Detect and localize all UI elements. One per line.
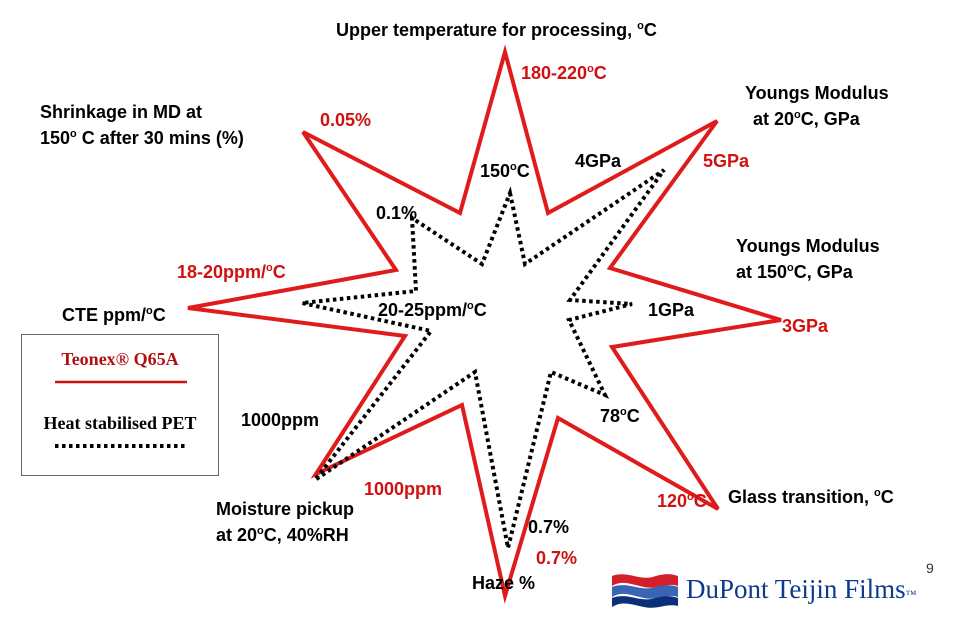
pet-star-outline bbox=[301, 168, 666, 549]
legend-pet-label: Heat stabilised PET bbox=[43, 413, 197, 433]
teonex-value-cte: 18-20ppm/oC bbox=[177, 262, 286, 282]
axis-label-moisture-pickup: Moisture pickup at 20oC, 40%RH bbox=[216, 499, 355, 546]
axis-label-cte: CTE ppm/oC bbox=[62, 305, 166, 325]
axis-label-glass-transition: Glass transition, oC bbox=[728, 487, 894, 507]
pet-value-youngs-modulus-150: 1GPa bbox=[648, 300, 695, 320]
legend-pet-line bbox=[55, 444, 187, 448]
teonex-value-moisture-pickup: 1000ppm bbox=[364, 479, 443, 499]
logo-flag-icon bbox=[612, 574, 678, 608]
teonex-value-youngs-modulus-150: 3GPa bbox=[782, 316, 829, 336]
legend-teonex-line bbox=[55, 380, 187, 384]
legend: Teonex® Q65A Heat stabilised PET bbox=[21, 334, 219, 476]
teonex-value-haze: 0.7% bbox=[536, 548, 578, 568]
dupont-teijin-logo: DuPont Teijin Films™ bbox=[610, 570, 920, 610]
teonex-value-shrinkage: 0.05% bbox=[320, 110, 372, 130]
pet-value-haze: 0.7% bbox=[528, 517, 570, 537]
pet-value-upper-temperature: 150oC bbox=[480, 161, 530, 181]
pet-value-shrinkage: 0.1% bbox=[376, 203, 418, 223]
teonex-value-youngs-modulus-20: 5GPa bbox=[703, 151, 750, 171]
axis-label-youngs-modulus-150: Youngs Modulus at 150oC, GPa bbox=[736, 236, 880, 283]
pet-value-glass-transition: 78oC bbox=[600, 406, 640, 426]
axis-label-youngs-modulus-20: Youngs Modulus at 20oC, GPa bbox=[745, 83, 889, 130]
page-number: 9 bbox=[926, 560, 934, 576]
teonex-value-glass-transition: 120oC bbox=[657, 491, 707, 511]
legend-teonex-label: Teonex® Q65A bbox=[61, 349, 179, 369]
axis-label-upper-temperature: Upper temperature for processing, oC bbox=[336, 20, 657, 40]
pet-value-moisture-pickup: 1000ppm bbox=[241, 410, 320, 430]
teonex-star-outline bbox=[187, 44, 782, 604]
teonex-value-upper-temperature: 180-220oC bbox=[521, 63, 607, 83]
pet-value-cte: 20-25ppm/oC bbox=[378, 300, 487, 320]
pet-value-youngs-modulus-20: 4GPa bbox=[575, 151, 622, 171]
axis-label-shrinkage: Shrinkage in MD at 150o C after 30 mins … bbox=[40, 102, 244, 149]
axis-label-haze: Haze % bbox=[472, 573, 536, 593]
logo-wordmark: DuPont Teijin Films™ bbox=[686, 574, 917, 604]
